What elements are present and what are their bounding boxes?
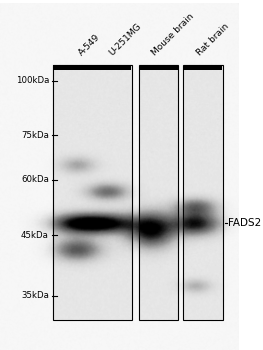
Text: 100kDa: 100kDa (16, 76, 49, 85)
Text: 45kDa: 45kDa (21, 231, 49, 240)
Bar (139, 65, 179, 320)
Bar (140, 65, 178, 70)
Bar (53, 65, 131, 70)
Bar (53, 65, 132, 320)
Text: 35kDa: 35kDa (21, 291, 49, 300)
Text: 60kDa: 60kDa (21, 175, 49, 184)
Bar (184, 65, 222, 70)
Text: Mouse brain: Mouse brain (150, 12, 196, 58)
Bar (183, 65, 223, 320)
Text: A-549: A-549 (77, 33, 102, 58)
Text: FADS2: FADS2 (228, 218, 262, 228)
Text: U-251MG: U-251MG (107, 22, 143, 58)
Text: 75kDa: 75kDa (21, 131, 49, 140)
Text: Rat brain: Rat brain (195, 22, 230, 58)
